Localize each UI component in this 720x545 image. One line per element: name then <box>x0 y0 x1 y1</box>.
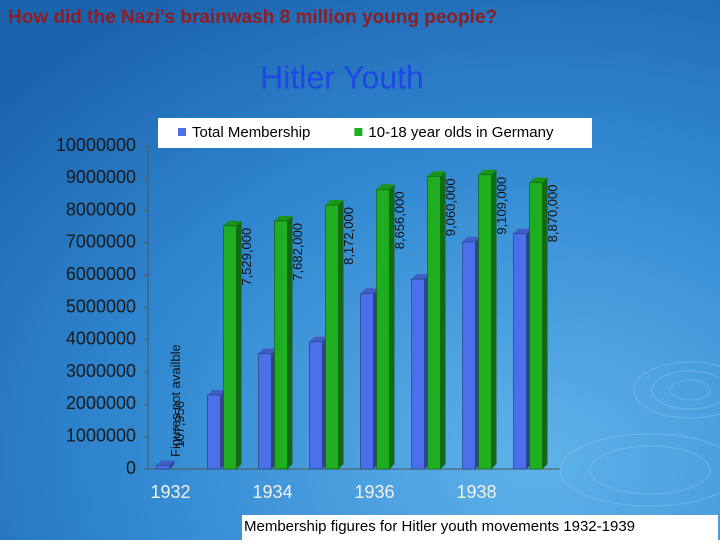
bar-side <box>440 171 446 469</box>
value-label: 8,656,000 <box>392 191 407 249</box>
value-label: 7,529,000 <box>239 228 254 286</box>
bar <box>309 341 323 470</box>
bar-top <box>207 389 226 395</box>
bar-top <box>462 236 481 242</box>
caption-box <box>242 515 718 540</box>
value-label: 9,109,000 <box>494 177 509 235</box>
value-label: 107,956 <box>172 401 187 448</box>
bar-top <box>325 200 344 206</box>
x-tick-label: 1936 <box>354 482 394 502</box>
bar-top <box>360 288 379 294</box>
legend-swatch <box>178 128 186 136</box>
chart-title: Hitler Youth <box>260 59 424 95</box>
bar-top <box>274 215 293 221</box>
bar-top <box>156 460 175 466</box>
bar-side <box>169 460 175 469</box>
y-tick-label: 3000000 <box>66 361 136 381</box>
bar-side <box>287 215 293 469</box>
bar <box>258 353 272 470</box>
bar-top <box>376 184 395 190</box>
bar <box>411 278 425 470</box>
value-label: 8,870,000 <box>545 184 560 242</box>
bar-top <box>427 171 446 177</box>
bar-top <box>513 228 532 234</box>
bar <box>478 174 492 470</box>
bar-top <box>411 274 430 280</box>
bar-side <box>389 184 395 469</box>
y-tick-label: 9000000 <box>66 167 136 187</box>
value-label: 8,172,000 <box>341 207 356 265</box>
y-tick-label: 0 <box>126 458 136 478</box>
y-tick-label: 10000000 <box>56 135 136 155</box>
bar-top <box>478 169 497 175</box>
y-tick-label: 1000000 <box>66 425 136 445</box>
y-tick-label: 2000000 <box>66 393 136 413</box>
bar <box>462 241 476 470</box>
note: Figures not availble <box>168 344 183 457</box>
bar <box>156 465 170 470</box>
bar-top <box>529 177 548 183</box>
y-tick-label: 4000000 <box>66 329 136 349</box>
bar <box>529 182 543 470</box>
bar-top <box>223 220 242 226</box>
bar-side <box>491 169 497 469</box>
legend <box>158 118 592 148</box>
x-tick-label: 1938 <box>456 482 496 502</box>
y-tick-label: 5000000 <box>66 296 136 316</box>
caption: Membership figures for Hitler youth move… <box>244 518 635 535</box>
y-tick-label: 7000000 <box>66 232 136 252</box>
bar-top <box>309 336 328 342</box>
legend-swatch <box>354 128 363 136</box>
bar <box>207 394 221 470</box>
bar <box>325 204 339 470</box>
bar <box>223 225 237 470</box>
bar <box>360 293 374 470</box>
x-tick-label: 1934 <box>252 482 292 502</box>
bar <box>427 176 441 470</box>
value-label: 9,060,000 <box>443 178 458 236</box>
bar <box>513 233 527 470</box>
x-tick-label: 1932 <box>150 482 190 502</box>
bar-top <box>258 348 277 354</box>
bar <box>274 220 288 470</box>
slide-title: How did the Nazi's brainwash 8 million y… <box>8 7 497 28</box>
bar <box>376 189 390 470</box>
legend-label: Total Membership <box>192 124 310 141</box>
y-tick-label: 6000000 <box>66 264 136 284</box>
bar-side <box>236 220 242 469</box>
y-tick-label: 8000000 <box>66 199 136 219</box>
value-label: 7,682,000 <box>290 223 305 281</box>
bar-side <box>542 177 548 469</box>
bar-side <box>338 200 344 469</box>
legend-label: 10-18 year olds in Germany <box>368 124 554 141</box>
ripples <box>559 361 720 507</box>
